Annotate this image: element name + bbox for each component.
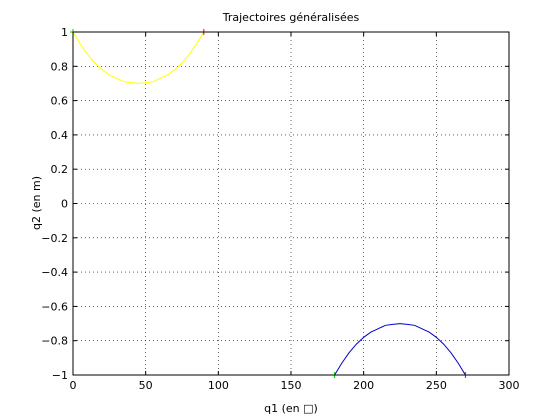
- y-axis-label: q2 (en m): [30, 176, 43, 230]
- y-tick-label: −0.6: [41, 300, 68, 313]
- x-tick-label: 300: [499, 379, 520, 392]
- chart-title: Trajectoires généralisées: [222, 11, 360, 24]
- x-axis-label: q1 (en □): [264, 402, 318, 415]
- y-tick-label: −1: [52, 369, 68, 382]
- trajectory-line-1: [72, 31, 205, 84]
- x-tick-label: 200: [353, 379, 374, 392]
- x-tick-label: 0: [70, 379, 77, 392]
- y-tick-label: −0.4: [41, 266, 68, 279]
- trajectory-line-2: [334, 323, 466, 376]
- y-tick-label: 0.4: [51, 129, 69, 142]
- x-tick-label: 150: [281, 379, 302, 392]
- grid-lines: [73, 32, 509, 375]
- data-series: [72, 31, 466, 376]
- y-tick-label: 0.8: [51, 60, 69, 73]
- x-tick-label: 100: [208, 379, 229, 392]
- x-tick-label: 250: [426, 379, 447, 392]
- y-tick-label: 1: [61, 26, 68, 39]
- y-tick-label: −0.2: [41, 232, 68, 245]
- axis-ticks: 0 50 100 150 200 250 300 −1 −0.8 −0.6 −0.4 −0.2 0 0.2…: [41, 26, 519, 392]
- y-tick-label: 0: [61, 198, 68, 211]
- y-tick-label: 0.2: [51, 163, 69, 176]
- y-tick-label: 0.6: [51, 95, 69, 108]
- y-tick-label: −0.8: [41, 335, 68, 348]
- x-tick-label: 50: [139, 379, 153, 392]
